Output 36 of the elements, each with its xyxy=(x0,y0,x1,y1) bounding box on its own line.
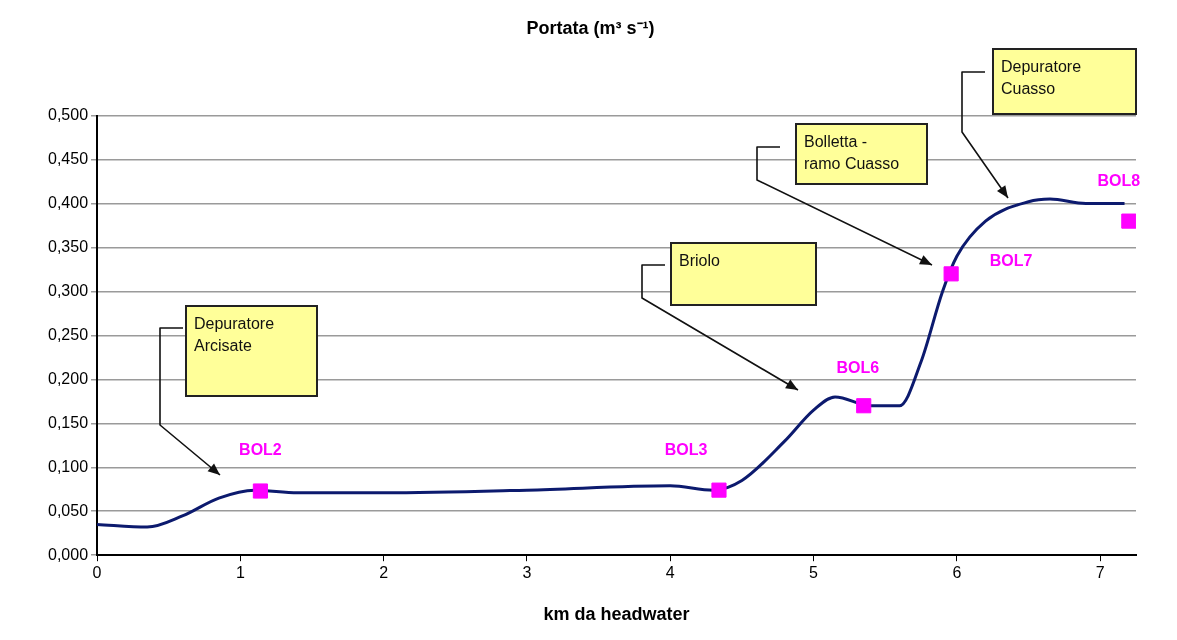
point xyxy=(252,483,268,499)
x-tick-label: 4 xyxy=(665,564,675,582)
point xyxy=(856,398,872,414)
note-box: Bolletta - ramo Cuasso xyxy=(795,123,928,185)
y-tick-label: 0,200 xyxy=(47,369,89,387)
annotation: BOL8 xyxy=(1097,171,1141,189)
point xyxy=(1121,213,1136,229)
annotation: BOL3 xyxy=(664,440,708,458)
y-tick-label: 0,150 xyxy=(47,413,89,431)
note-box: Depuratore Cuasso xyxy=(992,48,1137,115)
y-tick-label: 0,050 xyxy=(47,501,89,519)
x-tick-label: 2 xyxy=(379,564,389,582)
point xyxy=(943,266,959,282)
y-tick-label: 0,400 xyxy=(47,193,89,211)
note-box: Depuratore Arcisate xyxy=(185,305,318,397)
x-tick-label: 3 xyxy=(522,564,532,582)
y-tick-label: 0,000 xyxy=(47,545,89,563)
x-tick-label: 1 xyxy=(235,564,245,582)
annotation: BOL2 xyxy=(239,441,282,459)
point xyxy=(711,482,727,498)
x-tick-label: 5 xyxy=(809,564,819,582)
y-tick-label: 0,300 xyxy=(47,281,89,299)
x-tick-label: 7 xyxy=(1095,564,1105,582)
annotation: BOL6 xyxy=(836,359,880,377)
annotation: BOL7 xyxy=(989,252,1033,270)
line-series xyxy=(97,197,1127,529)
y-tick-label: 0,450 xyxy=(47,149,89,167)
x-axis-title: km da headwater xyxy=(543,604,690,625)
note-box: Briolo xyxy=(670,242,817,306)
x-tick-label: 0 xyxy=(92,564,102,582)
y-tick-label: 0,350 xyxy=(47,237,89,255)
y-tick-label: 0,250 xyxy=(47,325,89,343)
chart-title: Portata (m³ s⁻¹) xyxy=(526,17,655,38)
y-tick-label: 0,100 xyxy=(47,457,89,475)
y-tick-label: 0,500 xyxy=(47,106,89,124)
x-tick-label: 6 xyxy=(952,564,962,582)
